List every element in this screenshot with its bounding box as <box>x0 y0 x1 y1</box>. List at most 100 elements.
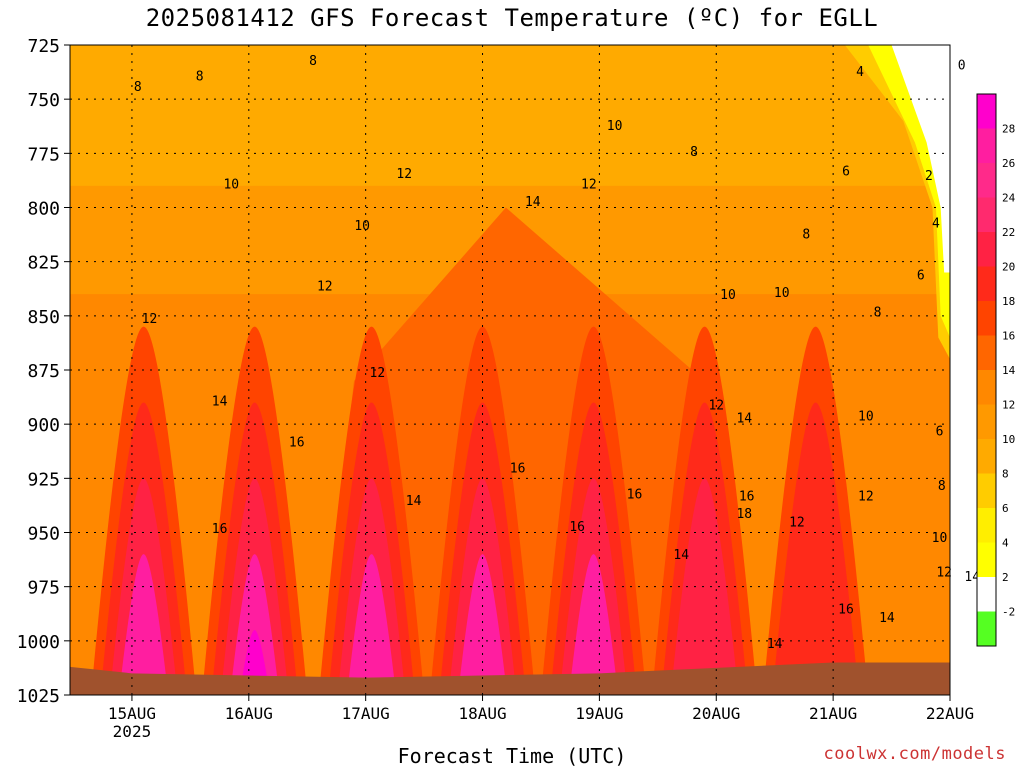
contour-label: 6 <box>917 269 925 284</box>
contour-label: 8 <box>802 228 810 243</box>
colorbar-swatch <box>977 577 996 612</box>
colorbar-label: 24 <box>1002 192 1016 205</box>
x-tick-label: 16AUG <box>225 704 273 723</box>
contour-label: 16 <box>838 602 854 617</box>
colorbar-swatch <box>977 197 996 233</box>
field-band <box>70 45 950 186</box>
contour-label: 0 <box>958 59 966 74</box>
y-tick-label: 850 <box>27 307 60 328</box>
chart-title: 2025081412 GFS Forecast Temperature (ºC)… <box>145 4 879 32</box>
colorbar-label: 20 <box>1002 261 1015 274</box>
contour-label: 10 <box>354 219 370 234</box>
contour-label: 14 <box>767 637 783 652</box>
colorbar-swatch <box>977 473 996 509</box>
contour-label: 6 <box>842 165 850 180</box>
colorbar-label: -2 <box>1002 606 1015 619</box>
warm-plume <box>457 554 508 695</box>
contour-label: 6 <box>936 425 944 440</box>
contour-label: 10 <box>607 119 623 134</box>
terrain <box>70 662 950 695</box>
contour-label: 16 <box>212 522 228 537</box>
y-tick-label: 900 <box>27 415 60 436</box>
x-tick-label: 17AUG <box>342 704 390 723</box>
contour-label: 10 <box>223 178 239 193</box>
contour-label: 8 <box>874 306 882 321</box>
contour-labels: 8 8 8 10 10 12 14 12 10 8 4 6 2 0 4 8 6 8 10 10 12 12 12 14 16 16… <box>134 54 980 652</box>
contour-label: 12 <box>317 280 333 295</box>
y-tick-label: 750 <box>27 90 60 111</box>
colorbar: 28 26 24 22 20 18 16 14 12 10 8 6 4 2 -2 <box>976 93 1016 647</box>
contour-label: 8 <box>309 54 317 69</box>
contour-label: 4 <box>856 65 864 80</box>
colorbar-label: 28 <box>1002 123 1015 136</box>
y-tick-label: 1025 <box>17 686 60 707</box>
colorbar-swatch <box>977 370 996 405</box>
contour-label: 16 <box>510 462 526 477</box>
x-tick-label: 19AUG <box>575 704 623 723</box>
credit-link[interactable]: coolwx.com/models <box>823 744 1006 764</box>
colorbar-label: 18 <box>1002 295 1015 308</box>
y-tick-label: 725 <box>27 36 60 57</box>
contour-label: 14 <box>212 394 228 409</box>
x-tick-label: 21AUG <box>809 704 857 723</box>
colorbar-swatch <box>977 266 996 302</box>
colorbar-label: 22 <box>1002 226 1015 239</box>
y-tick-label: 925 <box>27 469 60 490</box>
contour-label: 14 <box>964 570 980 585</box>
contour-label: 12 <box>858 490 874 505</box>
x-tick-label: 18AUG <box>458 704 506 723</box>
contour-label: 16 <box>289 436 305 451</box>
colorbar-label: 10 <box>1002 433 1015 446</box>
colorbar-label: 26 <box>1002 157 1015 170</box>
colorbar-label: 8 <box>1002 468 1009 481</box>
colorbar-frame <box>976 93 997 647</box>
colorbar-label: 2 <box>1002 571 1009 584</box>
y-tick-label: 875 <box>27 361 60 382</box>
contour-label: 12 <box>396 167 412 182</box>
contour-label: 14 <box>525 195 541 210</box>
colorbar-swatch <box>977 611 996 647</box>
contour-label: 16 <box>739 490 755 505</box>
colorbar-swatch <box>977 301 996 336</box>
contour-label: 8 <box>938 479 946 494</box>
contour-label: 18 <box>736 507 752 522</box>
warm-plume <box>772 402 859 695</box>
y-tick-label: 800 <box>27 199 60 220</box>
contour-label: 12 <box>789 516 805 531</box>
contour-label: 14 <box>406 494 422 509</box>
contour-label: 10 <box>774 286 790 301</box>
contour-label: 12 <box>708 399 724 414</box>
x-tick-label: 15AUG <box>108 704 156 723</box>
field-band <box>891 45 950 273</box>
colorbar-swatch <box>977 94 996 129</box>
colorbar-label: 6 <box>1002 502 1009 515</box>
colorbar-label: 12 <box>1002 399 1015 412</box>
colorbar-swatch <box>977 163 996 198</box>
x-tick-label: 20AUG <box>692 704 740 723</box>
x-tick-label: 22AUG <box>926 704 974 723</box>
contour-label: 12 <box>142 312 158 327</box>
y-tick-label: 975 <box>27 578 60 599</box>
contour-label: 10 <box>858 410 874 425</box>
x-axis-title: Forecast Time (UTC) <box>397 744 627 768</box>
warm-plume <box>346 554 397 695</box>
x-axis: 15AUG 16AUG 17AUG 18AUG 19AUG 20AUG 21AUG 22AUG… <box>108 695 974 741</box>
y-tick-label: 1000 <box>17 632 60 653</box>
colorbar-swatch <box>977 404 996 440</box>
warm-plume <box>569 554 619 695</box>
colorbar-swatch <box>977 508 996 543</box>
contour-label: 8 <box>196 69 204 84</box>
colorbar-label: 16 <box>1002 330 1015 343</box>
contour-label: 8 <box>690 145 698 160</box>
y-tick-label: 950 <box>27 524 60 545</box>
colorbar-swatch <box>977 335 996 371</box>
contour-label: 10 <box>932 531 948 546</box>
colorbar-swatch <box>977 232 996 267</box>
contour-label: 10 <box>720 288 736 303</box>
contour-label: 2 <box>925 169 933 184</box>
colorbar-swatch <box>977 439 996 474</box>
x-year-label: 2025 <box>113 722 152 741</box>
contour-label: 16 <box>569 520 585 535</box>
y-tick-label: 775 <box>27 144 60 165</box>
